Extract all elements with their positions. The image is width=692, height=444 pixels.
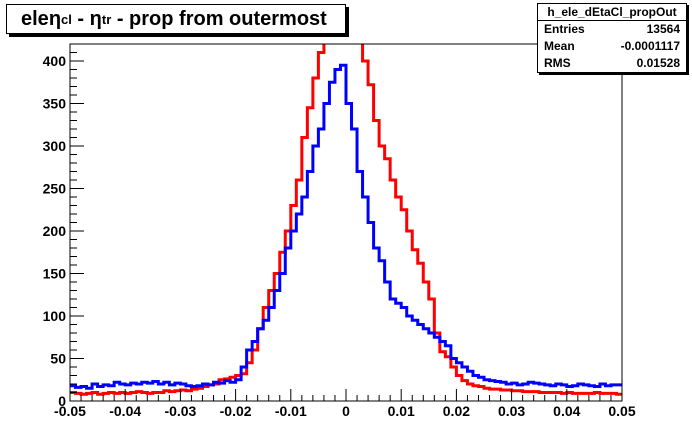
stats-box: h_ele_dEtaCl_propOut Entries 13564 Mean … <box>537 3 687 73</box>
title-eta-cluster: η <box>48 7 62 30</box>
y-tick-label: 150 <box>43 266 67 282</box>
x-tick-label: -0.02 <box>220 403 252 419</box>
stats-row-entries: Entries 13564 <box>538 21 686 38</box>
stats-row-rms: RMS 0.01528 <box>538 55 686 72</box>
title-minus: - <box>71 7 90 30</box>
x-tick-label: 0.01 <box>388 403 415 419</box>
y-tick-label: 250 <box>43 181 67 197</box>
x-tick-label: 0.04 <box>553 403 580 419</box>
stats-value: 13564 <box>646 22 680 36</box>
x-tick-label: 0.05 <box>608 403 635 419</box>
x-tick-label: 0 <box>342 403 350 419</box>
y-tick-label: 400 <box>43 53 67 69</box>
title-suffix: - prop from outermost <box>111 7 327 30</box>
title-sub-tr: tr <box>101 11 112 27</box>
histogram-title: ele η cl - η tr - prop from outermost <box>6 4 346 34</box>
y-tick-label: 350 <box>43 96 67 112</box>
histogram-series-blue <box>70 63 622 390</box>
x-tick-label: -0.03 <box>164 403 196 419</box>
y-tick-label: 50 <box>50 351 66 367</box>
y-tick-label: 300 <box>43 138 67 154</box>
title-prefix: ele <box>21 7 49 30</box>
stats-label: RMS <box>544 56 571 70</box>
x-tick-label: -0.04 <box>109 403 141 419</box>
stats-label: Entries <box>544 22 585 36</box>
stats-label: Mean <box>544 39 575 53</box>
y-tick-label: 100 <box>43 308 67 324</box>
stats-row-mean: Mean -0.0001117 <box>538 38 686 55</box>
y-tick-label: 200 <box>43 223 67 239</box>
histogram-series-red <box>70 44 622 396</box>
x-tick-label: -0.05 <box>54 403 86 419</box>
x-tick-label: 0.03 <box>498 403 525 419</box>
x-tick-label: -0.01 <box>275 403 307 419</box>
y-tick-label: 0 <box>58 393 66 409</box>
stats-histogram-name: h_ele_dEtaCl_propOut <box>538 4 686 21</box>
x-tick-label: 0.02 <box>443 403 470 419</box>
stats-value: -0.0001117 <box>620 39 680 53</box>
title-sub-cl: cl <box>61 11 72 27</box>
title-eta-track: η <box>89 7 102 30</box>
stats-value: 0.01528 <box>636 56 680 70</box>
